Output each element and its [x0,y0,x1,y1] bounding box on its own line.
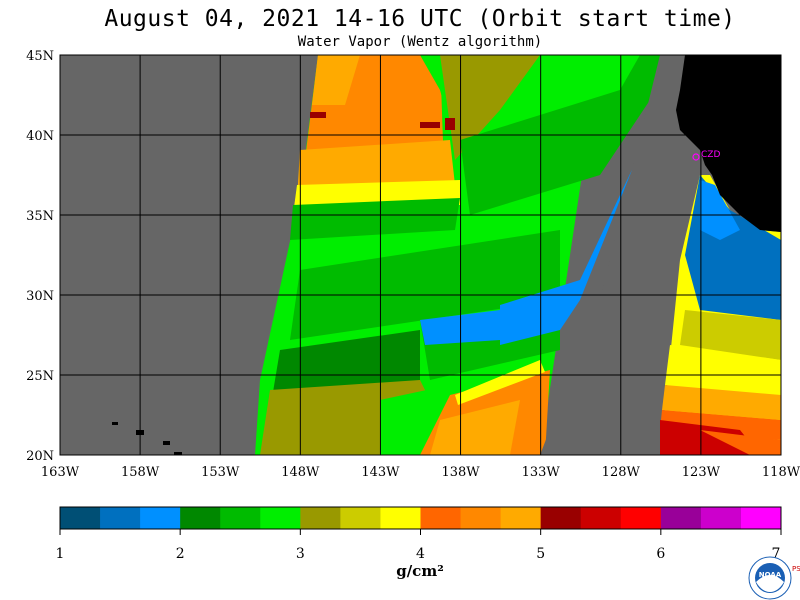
latitude-label: 45N [26,49,54,64]
longitude-label: 118W [762,465,800,480]
east-swath [660,175,781,455]
colorbar-swatch [740,507,782,529]
colorbar-unit-label: g/cm² [396,562,444,580]
west-swath [255,55,680,455]
colorbar-swatch [140,507,181,529]
page-title: August 04, 2021 14-16 UTC (Orbit start t… [104,6,736,32]
longitude-label: 163W [41,465,80,480]
swath-gap [540,55,690,455]
longitude-label: 153W [201,465,240,480]
colorbar-swatch [340,507,381,529]
longitude-label: 123W [682,465,721,480]
colorbar-swatch [220,507,261,529]
colorbar-swatch [660,507,702,529]
colorbar-tick-label: 3 [296,546,305,562]
latitude-label: 40N [26,129,54,144]
longitude-label: 133W [522,465,561,480]
colorbar-swatch [620,507,662,529]
longitude-label: 128W [602,465,641,480]
colorbar-tick-label: 6 [656,546,665,562]
colorbar-tick-label: 2 [176,546,185,562]
longitude-label: 148W [281,465,320,480]
psl-side-text: PSL [792,565,800,573]
latitude-labels: 45N 40N 35N 30N 25N 20N [26,49,54,464]
colorbar [59,506,782,530]
longitude-label: 138W [441,465,480,480]
colorbar-swatch [260,507,301,529]
colorbar-swatch [100,507,141,529]
colorbar-tick-labels: 1 2 3 4 5 6 7 [56,529,782,562]
latitude-label: 25N [26,369,54,384]
map-frame [59,54,782,456]
station-marker: CZD [692,150,720,161]
colorbar-tick-label: 5 [536,546,545,562]
map-panel: CZD [60,55,781,455]
colorbar-swatch [380,507,421,529]
colorbar-swatch [460,507,502,529]
california-land [676,55,781,232]
longitude-label: 158W [121,465,160,480]
page-subtitle: Water Vapor (Wentz algorithm) [297,34,543,50]
colorbar-swatch [420,507,462,529]
colorbar-swatch [300,507,341,529]
colorbar-tick-label: 1 [56,546,65,562]
graticule [60,55,781,455]
colorbar-swatch [580,507,622,529]
noaa-logo-text: NOAA [759,571,782,579]
colorbar-tick-label: 7 [772,546,781,562]
colorbar-swatch [700,507,742,529]
colorbar-swatch [540,507,582,529]
station-icon [692,153,700,161]
latitude-label: 30N [26,289,54,304]
colorbar-tick-label: 4 [416,546,425,562]
colorbar-swatch [500,507,542,529]
colorbar-swatch [180,507,221,529]
station-label: CZD [701,150,720,160]
colorbar-swatch [60,507,101,529]
latitude-label: 20N [26,449,54,464]
latitude-label: 35N [26,209,54,224]
longitude-labels: 163W 158W 153W 148W 143W 138W 133W 128W 123W 118W [41,465,800,480]
longitude-label: 143W [361,465,400,480]
noaa-logo-icon: NOAA [748,556,792,600]
